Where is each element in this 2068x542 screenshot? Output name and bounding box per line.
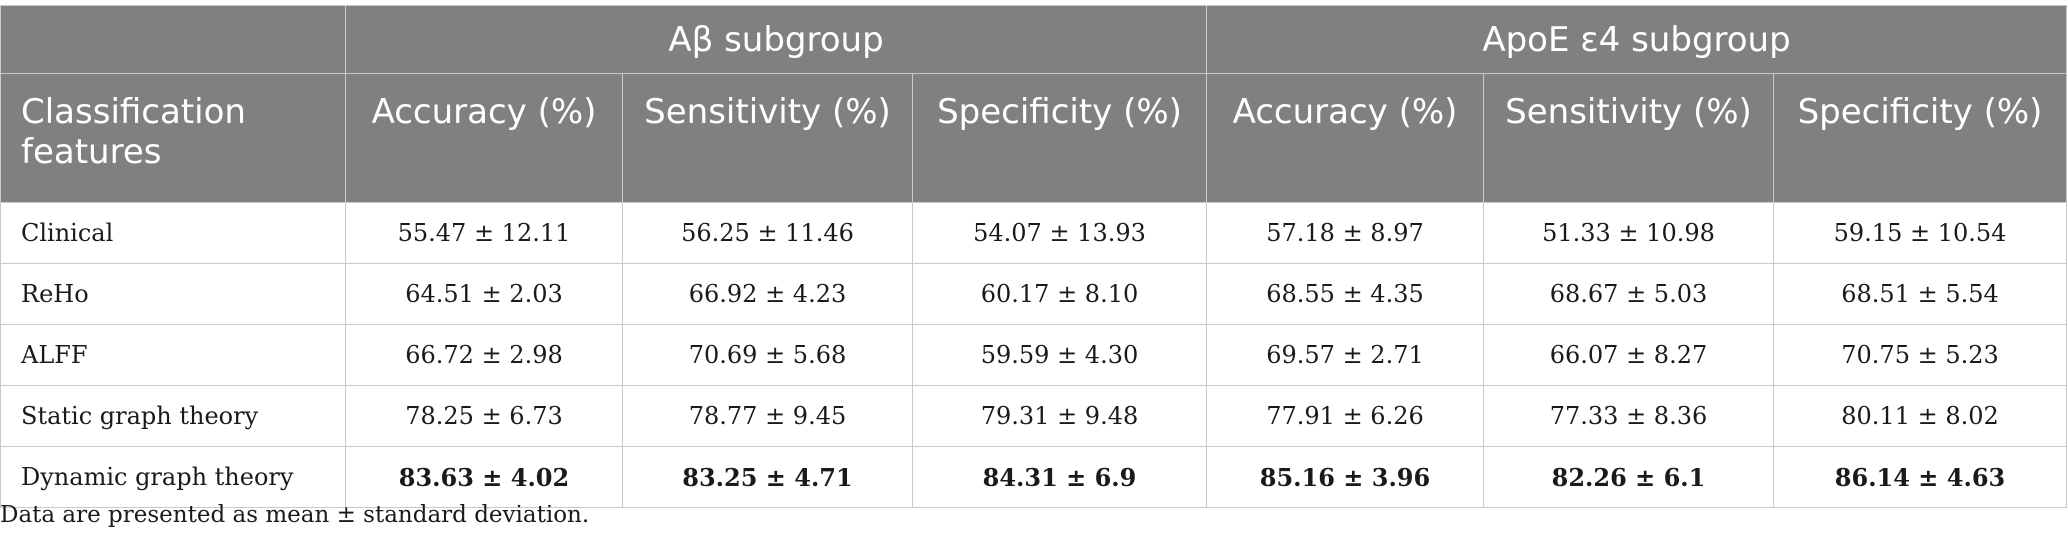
column-header-features: Classification features: [0, 73, 346, 203]
row-feature-label: Clinical: [0, 202, 346, 264]
table-cell: 51.33 ± 10.98: [1483, 202, 1774, 264]
table-row: Static graph theory 78.25 ± 6.73 78.77 ±…: [0, 385, 2068, 447]
group-header-apoe: ApoE ε4 subgroup: [1205, 5, 2068, 74]
row-feature-label: ReHo: [0, 263, 346, 325]
table-cell: 60.17 ± 8.10: [912, 263, 1207, 325]
table-cell: 66.72 ± 2.98: [345, 324, 623, 386]
table-cell: 77.33 ± 8.36: [1483, 385, 1774, 447]
table-row: Clinical 55.47 ± 12.11 56.25 ± 11.46 54.…: [0, 202, 2068, 264]
table-cell: 68.67 ± 5.03: [1483, 263, 1774, 325]
table-cell: 77.91 ± 6.26: [1206, 385, 1484, 447]
table-cell: 66.92 ± 4.23: [622, 263, 913, 325]
column-header-row: Classification features Accuracy (%) Sen…: [0, 73, 2068, 203]
table-cell: 78.25 ± 6.73: [345, 385, 623, 447]
table-cell: 54.07 ± 13.93: [912, 202, 1207, 264]
table-cell: 80.11 ± 8.02: [1772, 385, 2068, 447]
table-cell: 84.31 ± 6.9: [912, 446, 1207, 508]
table-cell: 78.77 ± 9.45: [622, 385, 913, 447]
table-cell: 55.47 ± 12.11: [345, 202, 623, 264]
table-cell: 70.75 ± 5.23: [1772, 324, 2068, 386]
table-cell: 82.26 ± 6.1: [1483, 446, 1774, 508]
group-header-empty: [0, 5, 346, 74]
column-header-apoe-sensitivity: Sensitivity (%): [1483, 73, 1774, 203]
table-cell: 85.16 ± 3.96: [1206, 446, 1484, 508]
table-cell: 68.55 ± 4.35: [1206, 263, 1484, 325]
table-cell: 79.31 ± 9.48: [912, 385, 1207, 447]
table-cell: 66.07 ± 8.27: [1483, 324, 1774, 386]
column-header-ab-accuracy: Accuracy (%): [345, 73, 623, 203]
table-cell: 86.14 ± 4.63: [1772, 446, 2068, 508]
table-footnote: Data are presented as mean ± standard de…: [0, 502, 590, 528]
group-header-abeta: Aβ subgroup: [345, 5, 1207, 74]
table-cell: 64.51 ± 2.03: [345, 263, 623, 325]
results-table: Aβ subgroup ApoE ε4 subgroup Classificat…: [0, 5, 2068, 508]
row-feature-label: Dynamic graph theory: [0, 446, 346, 508]
table-cell: 69.57 ± 2.71: [1206, 324, 1484, 386]
column-header-ab-specificity: Specificity (%): [912, 73, 1207, 203]
column-header-apoe-accuracy: Accuracy (%): [1206, 73, 1484, 203]
table-cell: 83.63 ± 4.02: [345, 446, 623, 508]
table-cell: 68.51 ± 5.54: [1772, 263, 2068, 325]
table-row: ALFF 66.72 ± 2.98 70.69 ± 5.68 59.59 ± 4…: [0, 324, 2068, 386]
table-cell: 70.69 ± 5.68: [622, 324, 913, 386]
table-cell: 57.18 ± 8.97: [1206, 202, 1484, 264]
column-header-apoe-specificity: Specificity (%): [1772, 73, 2068, 203]
group-header-row: Aβ subgroup ApoE ε4 subgroup: [0, 5, 2068, 74]
row-feature-label: Static graph theory: [0, 385, 346, 447]
table-row: ReHo 64.51 ± 2.03 66.92 ± 4.23 60.17 ± 8…: [0, 263, 2068, 325]
table-row: Dynamic graph theory 83.63 ± 4.02 83.25 …: [0, 446, 2068, 508]
row-feature-label: ALFF: [0, 324, 346, 386]
table-cell: 56.25 ± 11.46: [622, 202, 913, 264]
table-cell: 59.59 ± 4.30: [912, 324, 1207, 386]
table-cell: 83.25 ± 4.71: [622, 446, 913, 508]
table-cell: 59.15 ± 10.54: [1772, 202, 2068, 264]
column-header-ab-sensitivity: Sensitivity (%): [622, 73, 913, 203]
